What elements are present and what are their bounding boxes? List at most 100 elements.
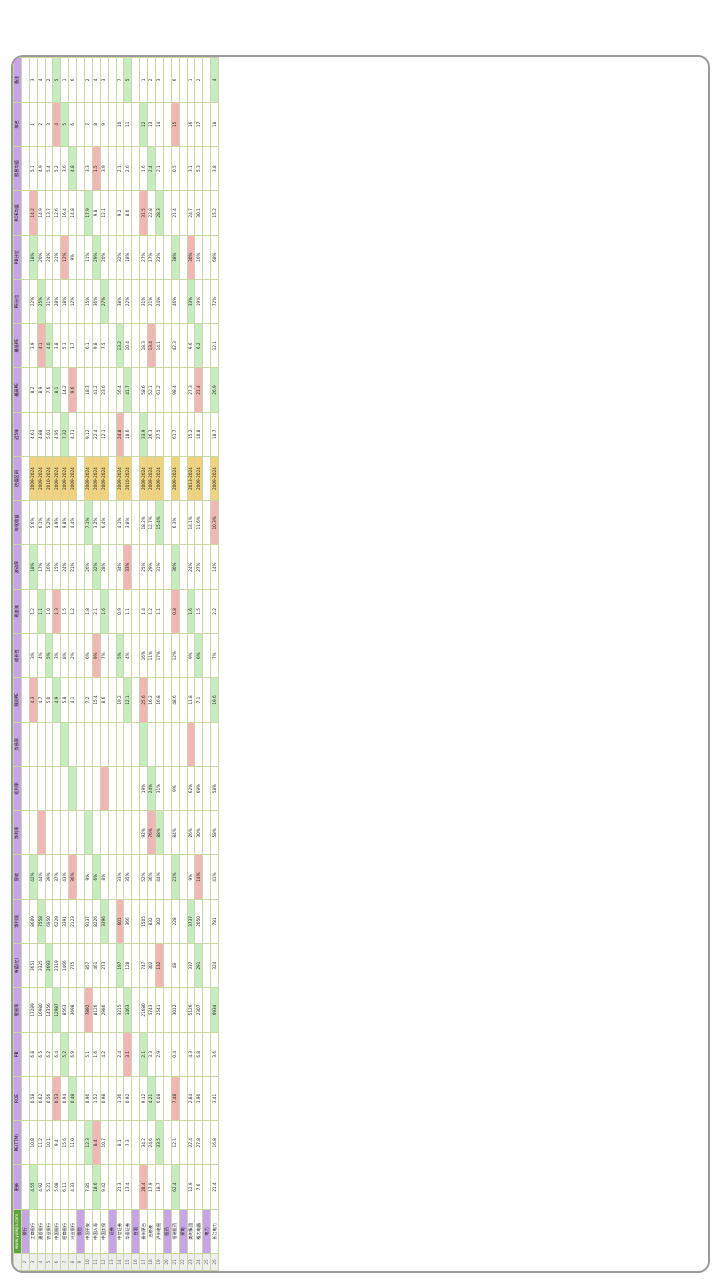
table-cell[interactable]: 21% [69,545,77,589]
table-cell[interactable]: 37% [53,855,61,899]
table-cell[interactable]: 4.9 [37,146,45,190]
table-cell[interactable]: 6.2 [45,1032,53,1076]
table-cell[interactable]: 15.6 [61,1121,69,1165]
table-cell[interactable]: 25.6 [140,678,148,722]
column-header[interactable]: ROE [14,1076,22,1120]
table-cell[interactable]: 18.6 [92,1165,100,1209]
table-cell[interactable]: 30% [187,235,195,279]
table-cell[interactable]: 58.6 [140,368,148,412]
table-cell[interactable]: 5 [124,58,132,103]
table-cell[interactable]: 4 [211,58,219,103]
table-cell[interactable]: 6.3% [171,501,179,545]
table-cell[interactable]: 8.4 [92,1121,100,1165]
table-cell[interactable]: 2009-2024 [92,456,100,500]
table-cell[interactable]: 4.7 [37,678,45,722]
table-cell[interactable]: 6229 [53,899,61,943]
table-cell[interactable]: 24% [187,545,195,589]
stock-name[interactable]: 美的集团 [187,1209,195,1253]
table-cell[interactable]: 3215 [116,988,124,1032]
table-cell[interactable]: 4 [92,58,100,103]
table-cell[interactable]: 24.6 [148,1121,156,1165]
stock-name[interactable]: 兴业银行 [69,1209,77,1253]
table-cell[interactable]: 8% [61,634,69,678]
table-cell[interactable]: 10.8 [29,1121,37,1165]
table-cell[interactable]: 19% [140,766,148,810]
table-cell[interactable]: 6% [85,634,93,678]
table-cell[interactable]: 19.2 [116,678,124,722]
table-cell[interactable]: 3737 [187,899,195,943]
table-cell[interactable]: 12.6 [53,191,61,235]
table-cell[interactable]: 228 [171,899,179,943]
table-cell[interactable]: 9% [85,855,93,899]
table-cell[interactable]: 15 [171,102,179,146]
table-cell[interactable]: 4 [53,102,61,146]
table-cell[interactable]: 18% [29,235,37,279]
table-cell[interactable]: 9% [69,235,77,279]
table-cell[interactable]: 58% [211,766,219,810]
column-header[interactable]: 波动率 [14,545,22,589]
table-cell[interactable]: 4.0 [45,324,53,368]
table-cell[interactable]: 9.6 [69,368,77,412]
table-cell[interactable]: 28.4 [140,1165,148,1209]
table-cell[interactable] [53,766,61,810]
table-cell[interactable]: 21% [171,855,179,899]
table-cell[interactable] [37,722,45,766]
table-cell[interactable]: 29% [92,235,100,279]
table-cell[interactable]: 3 [156,58,164,103]
column-header[interactable]: ROE均值 [14,191,22,235]
table-cell[interactable]: 29% [148,545,156,589]
table-cell[interactable]: 4.88 [37,412,45,456]
table-cell[interactable]: 17289 [29,988,37,1032]
table-cell[interactable]: 7% [100,634,108,678]
table-cell[interactable]: 2009-2024 [195,456,203,500]
table-cell[interactable]: 11.8 [187,678,195,722]
table-cell[interactable]: 41.2 [92,368,100,412]
table-cell[interactable]: 5.4 [45,146,53,190]
table-cell[interactable]: 1.1 [156,589,164,633]
table-cell[interactable]: 11 [124,102,132,146]
table-cell[interactable]: 8 [92,102,100,146]
table-cell[interactable]: 1.1 [124,589,132,633]
table-cell[interactable]: 2.9 [156,1032,164,1076]
table-cell[interactable]: 18% [29,545,37,589]
table-cell[interactable]: 13.2 [116,324,124,368]
table-cell[interactable]: 41% [211,855,219,899]
table-cell[interactable]: 4.1 [69,678,77,722]
table-cell[interactable]: 28% [53,279,61,323]
table-cell[interactable]: 14.2 [29,191,37,235]
table-cell[interactable]: 36% [148,855,156,899]
table-cell[interactable]: 21.4 [211,1165,219,1209]
column-header[interactable]: 最低PE [14,324,22,368]
table-cell[interactable]: 26.3 [148,412,156,456]
table-cell[interactable]: 21.4 [195,368,203,412]
column-header[interactable]: PE(TTM) [14,1121,22,1165]
table-cell[interactable]: 1.52 [92,1076,100,1120]
table-cell[interactable]: 1.2 [69,589,77,633]
table-cell[interactable]: 6.1% [37,501,45,545]
table-cell[interactable]: 747 [140,944,148,988]
table-cell[interactable]: 1.2 [29,589,37,633]
table-cell[interactable] [92,722,100,766]
table-cell[interactable]: 3.9 [29,324,37,368]
table-cell[interactable]: 9137 [85,899,93,943]
table-cell[interactable] [92,811,100,855]
table-cell[interactable]: 2009-2024 [69,456,77,500]
table-cell[interactable]: 2541 [156,988,164,1032]
table-cell[interactable]: 6.4 [53,1032,61,1076]
table-cell[interactable]: 16% [195,235,203,279]
table-cell[interactable]: 4.2 [100,1032,108,1076]
table-cell[interactable]: 7.48 [171,1076,179,1120]
table-cell[interactable]: 7.6 [195,1165,203,1209]
table-cell[interactable]: 775 [69,944,77,988]
table-cell[interactable]: 14356 [45,988,53,1032]
stock-name[interactable]: 华泰证券 [124,1209,132,1253]
table-cell[interactable]: 2.4 [116,1032,124,1076]
table-cell[interactable]: 2319 [53,944,61,988]
table-cell[interactable]: 41.7 [124,368,132,412]
table-cell[interactable]: 4.4% [69,501,77,545]
table-cell[interactable]: 1.4 [140,589,148,633]
table-cell[interactable]: 14.8 [69,191,77,235]
table-cell[interactable]: 56.4 [116,368,124,412]
table-cell[interactable]: 5.2 [53,146,61,190]
table-cell[interactable]: 31% [156,766,164,810]
